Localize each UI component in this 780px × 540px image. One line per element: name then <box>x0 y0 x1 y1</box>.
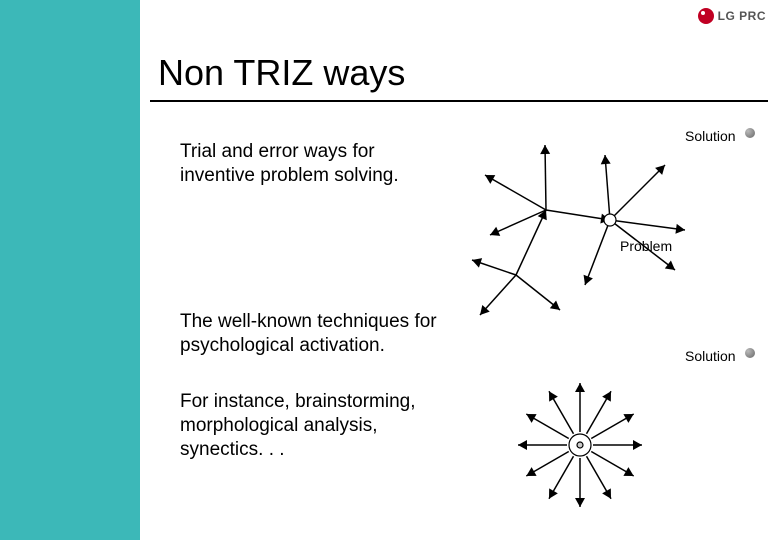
diagram-radial-activation: Solution <box>460 330 770 540</box>
lg-logo-icon <box>698 8 714 24</box>
diagram-trial-and-error: Problem Solution <box>460 110 770 330</box>
paragraph-2: The well-known techniques for psychologi… <box>180 310 450 358</box>
brand-logo: LG PRC <box>698 8 766 24</box>
solution-dot-icon <box>745 128 755 138</box>
paragraph-3: For instance, brainstorming, morphologic… <box>180 390 450 461</box>
sidebar-accent <box>0 0 140 540</box>
solution-dot-icon <box>745 348 755 358</box>
label-solution-2: Solution <box>685 348 736 364</box>
paragraph-1: Trial and error ways for inventive probl… <box>180 140 430 188</box>
label-solution-1: Solution <box>685 128 736 144</box>
page-title: Non TRIZ ways <box>158 52 405 94</box>
label-problem: Problem <box>620 238 672 254</box>
brand-logo-text: LG PRC <box>718 9 766 23</box>
title-underline <box>150 100 768 102</box>
